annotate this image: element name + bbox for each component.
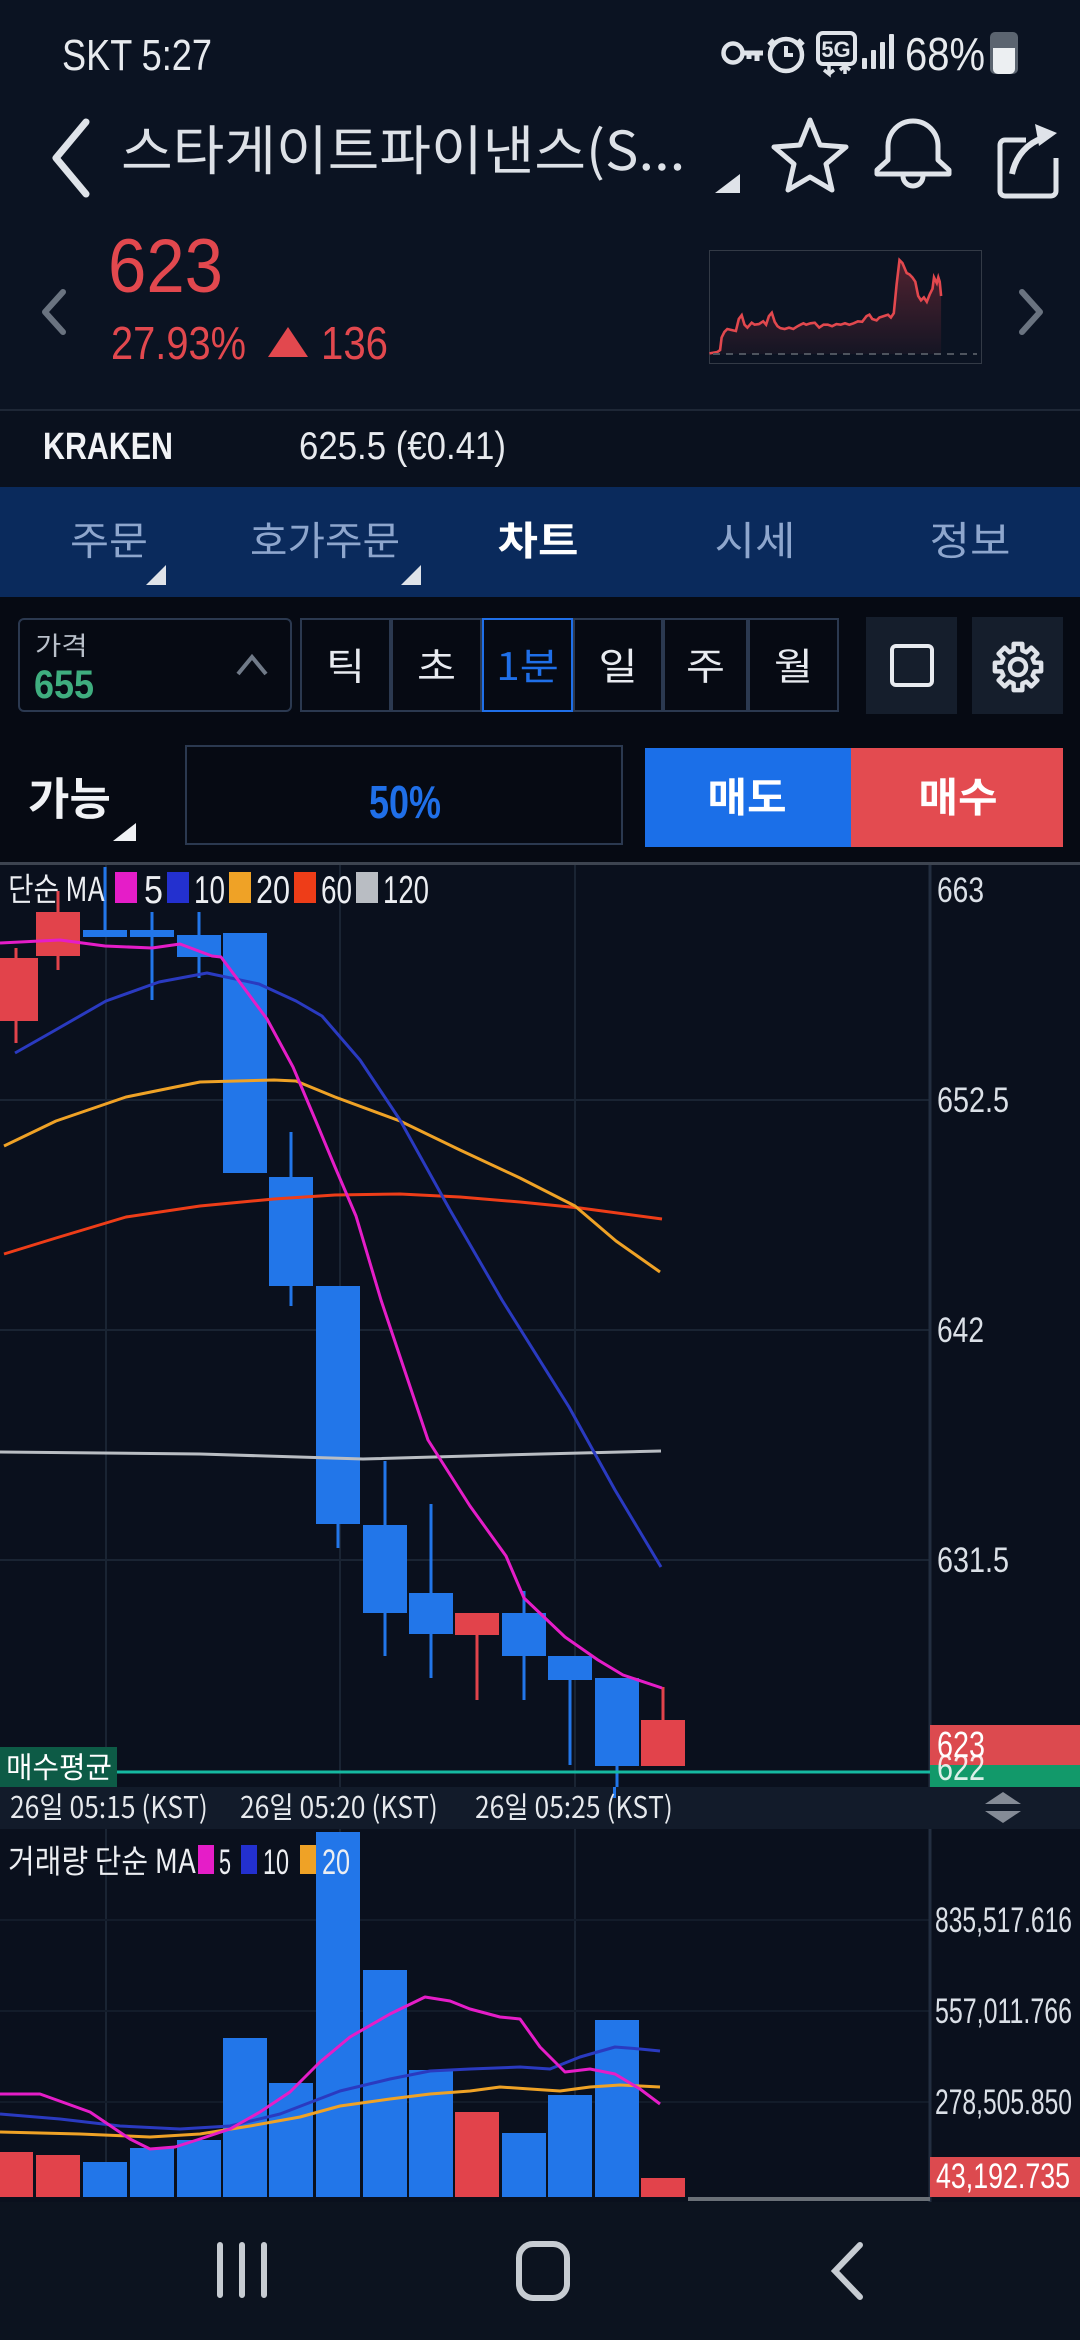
svg-text:5: 5 <box>219 1843 231 1882</box>
svg-text:642: 642 <box>937 1311 984 1350</box>
svg-text:60: 60 <box>321 869 352 912</box>
svg-text:27.93%: 27.93% <box>111 317 246 369</box>
svg-text:68%: 68% <box>905 28 985 80</box>
svg-text:50%: 50% <box>369 776 441 828</box>
svg-text:120: 120 <box>383 869 429 912</box>
svg-text:623: 623 <box>937 1724 985 1765</box>
svg-text:625.5 (€0.41): 625.5 (€0.41) <box>299 425 506 468</box>
svg-text:557,011.766: 557,011.766 <box>935 1992 1072 2031</box>
svg-text:278,505.850: 278,505.850 <box>935 2083 1072 2122</box>
svg-text:136: 136 <box>321 317 388 369</box>
svg-text:10: 10 <box>263 1843 289 1882</box>
svg-text:20: 20 <box>322 1843 350 1882</box>
svg-text:631.5: 631.5 <box>937 1541 1009 1580</box>
svg-text:835,517.616: 835,517.616 <box>935 1901 1072 1940</box>
svg-text:10: 10 <box>194 869 225 912</box>
svg-text:5: 5 <box>144 869 163 912</box>
svg-text:652.5: 652.5 <box>937 1081 1009 1120</box>
svg-text:SKT 5:27: SKT 5:27 <box>62 31 212 80</box>
svg-text:623: 623 <box>108 224 223 309</box>
svg-text:5G: 5G <box>821 37 850 62</box>
svg-text:655: 655 <box>34 663 94 707</box>
svg-text:663: 663 <box>937 871 984 910</box>
svg-text:622: 622 <box>937 1747 985 1787</box>
svg-text:20: 20 <box>256 869 290 912</box>
svg-text:43,192.735: 43,192.735 <box>936 2157 1070 2196</box>
svg-text:KRAKEN: KRAKEN <box>43 426 173 468</box>
